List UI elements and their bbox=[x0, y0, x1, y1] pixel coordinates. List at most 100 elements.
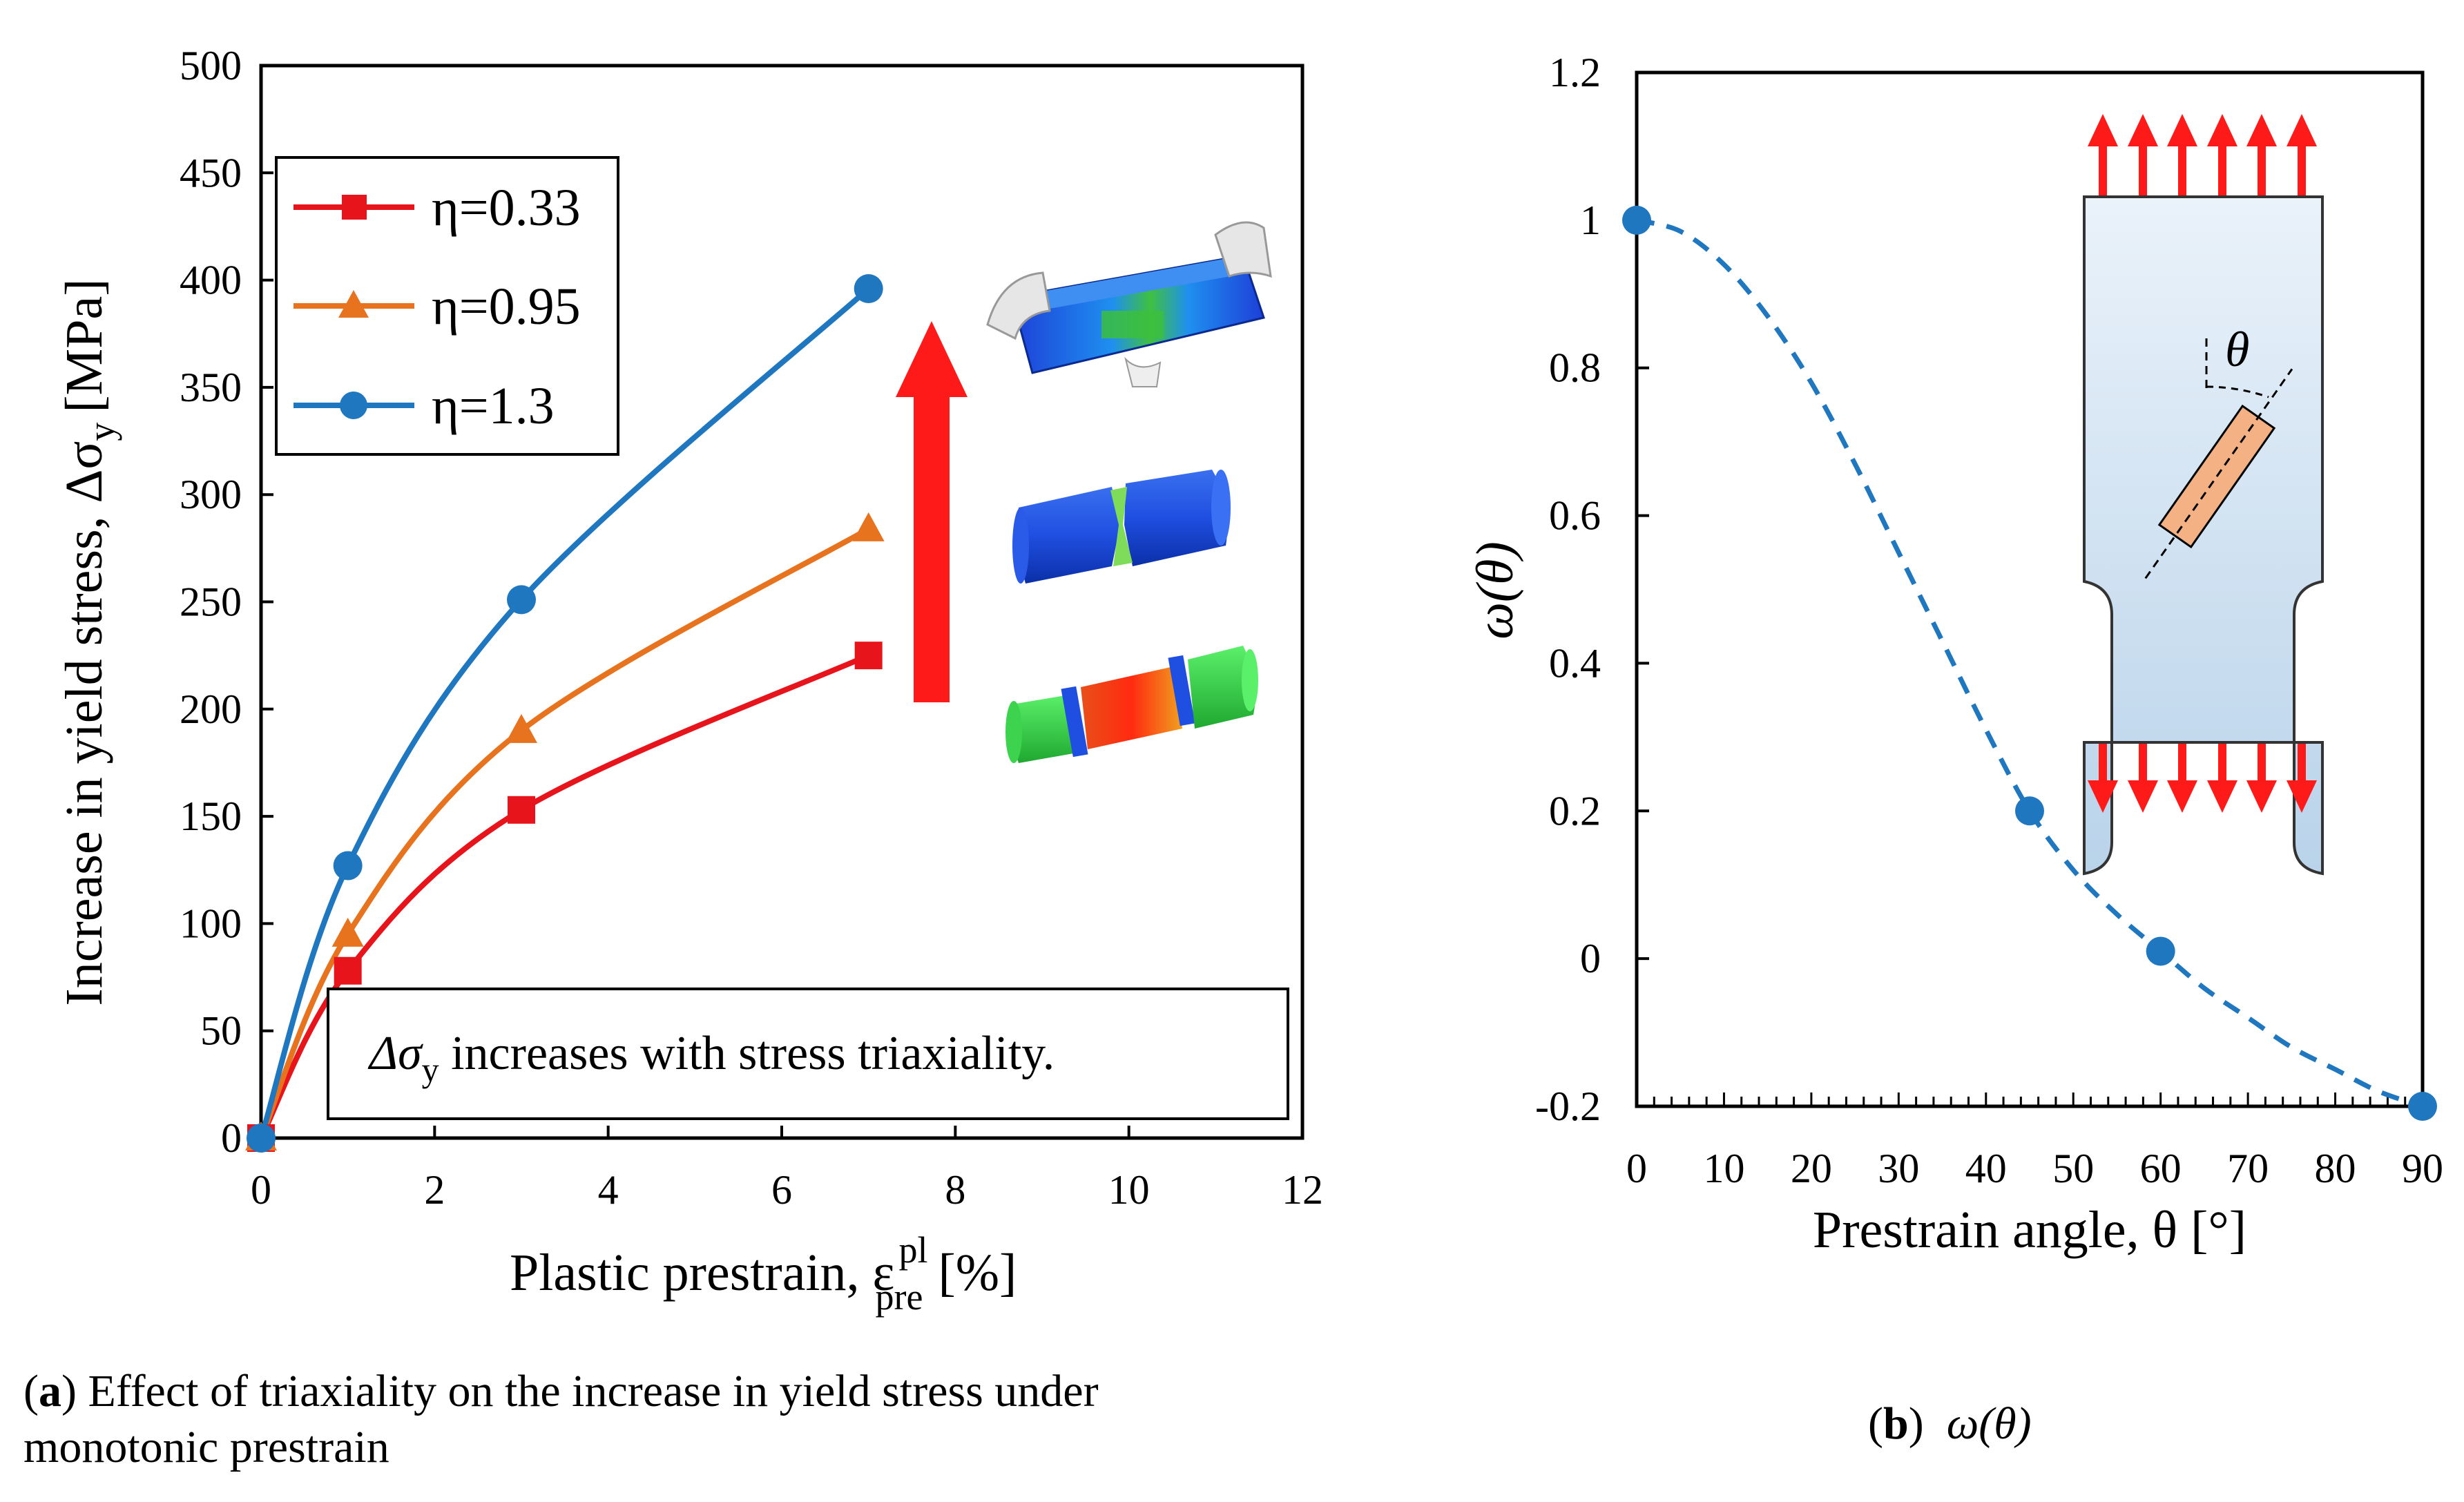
a-ytick-label-7: 350 bbox=[180, 365, 242, 410]
chart-b: -0.2 0 0.2 0.4 0.6 0.8 1 1.2 0 10 20 30 40 50 60 70 80 90… bbox=[1466, 50, 2443, 1259]
a-xtick-label-1: 2 bbox=[424, 1167, 445, 1213]
b-ytick-label-5: 0.8 bbox=[1549, 345, 1601, 391]
b-ytick-label-0: -0.2 bbox=[1535, 1084, 1601, 1129]
annotation-sub: y bbox=[422, 1050, 439, 1089]
b-xtick-label-0: 0 bbox=[1626, 1146, 1647, 1191]
b-xtick-label-8: 80 bbox=[2315, 1146, 2356, 1191]
chart-a-annotation: Δσy increases with stress triaxiality. bbox=[327, 988, 1289, 1120]
bottom-arrowhead-4 bbox=[2246, 780, 2277, 813]
chart-a-markers bbox=[245, 274, 885, 1153]
increase-arrow bbox=[896, 321, 968, 702]
a-ytick-label-8: 400 bbox=[180, 258, 242, 303]
annotation-box bbox=[327, 988, 1289, 1120]
caption-a-text: ) Effect of triaxiality on the increase … bbox=[61, 1366, 1099, 1416]
a-series-0-point-3 bbox=[854, 642, 883, 670]
tensile-specimen-inset: θ bbox=[2083, 195, 2324, 876]
top-arrowhead-1 bbox=[2128, 114, 2158, 146]
a-series-line-0 bbox=[258, 653, 870, 1139]
chart-a-xlabel-sup: pl bbox=[898, 1229, 927, 1271]
caption-b: (b) ω(θ) bbox=[1868, 1398, 2032, 1449]
tension-arrows-top bbox=[2088, 114, 2317, 195]
tension-arrows-bottom bbox=[2088, 744, 2317, 813]
caption-a-label: a bbox=[38, 1366, 61, 1416]
notched-plate-specimen-image bbox=[986, 221, 1272, 387]
chart-a-ylabel-sub: y bbox=[81, 423, 122, 441]
chart-a-legend: η=0.33 η=0.95 η=1.3 bbox=[275, 156, 619, 456]
a-series-2-point-0 bbox=[247, 1124, 276, 1153]
a-ytick-label-5: 250 bbox=[180, 579, 242, 625]
a-series-line-2 bbox=[258, 287, 871, 1139]
a-ytick-label-4: 200 bbox=[180, 686, 242, 732]
b-ytick-label-4: 0.6 bbox=[1549, 493, 1601, 539]
inset-theta-label: θ bbox=[2225, 322, 2249, 377]
b-ytick-label-3: 0.4 bbox=[1549, 640, 1601, 686]
b-ytick-label-6: 1 bbox=[1580, 198, 1601, 243]
chart-b-ylabel: ω(θ) bbox=[1466, 541, 1524, 639]
legend-marker-2 bbox=[340, 392, 367, 419]
a-series-0-point-2 bbox=[508, 796, 535, 824]
top-arrowhead-3 bbox=[2207, 114, 2237, 146]
chart-a-ticks: 0 50 100 150 200 250 300 350 400 450 500 0 2 4 6 8 10 12 bbox=[180, 43, 1323, 1213]
caption-b-label: b bbox=[1883, 1398, 1909, 1449]
chart-b-points bbox=[1622, 205, 2437, 1121]
bottom-arrowhead-1 bbox=[2128, 780, 2158, 813]
a-series-1-point-3 bbox=[852, 512, 885, 541]
legend-label-1: η=0.95 bbox=[432, 278, 581, 336]
a-ytick-label-10: 500 bbox=[180, 43, 242, 88]
a-ytick-label-1: 50 bbox=[200, 1008, 242, 1054]
a-series-line-1 bbox=[258, 526, 870, 1139]
a-series-2-point-3 bbox=[854, 274, 883, 304]
a-xtick-label-2: 4 bbox=[598, 1167, 619, 1213]
chart-a-xlabel-unit: [%] bbox=[938, 1244, 1017, 1302]
chart-a-ylabel-unit: [MPa] bbox=[55, 278, 113, 412]
chart-a-xlabel-main: Plastic prestrain, ε bbox=[510, 1244, 894, 1302]
top-arrowhead-2 bbox=[2167, 114, 2197, 146]
a-series-2-point-1 bbox=[333, 851, 363, 880]
chart-b-xlabel: Prestrain angle, θ [°] bbox=[1813, 1201, 2246, 1259]
a-series-1-point-2 bbox=[506, 713, 537, 743]
bottom-arrowhead-5 bbox=[2287, 780, 2317, 813]
caption-a-text2: monotonic prestrain bbox=[23, 1421, 389, 1472]
annotation-text: Δσy increases with stress triaxiality. bbox=[367, 1027, 1055, 1089]
b-xtick-label-7: 70 bbox=[2227, 1146, 2269, 1191]
notched-cylinder-specimen-image bbox=[1012, 470, 1231, 584]
a-xtick-label-5: 10 bbox=[1108, 1167, 1150, 1213]
a-ytick-label-6: 300 bbox=[180, 472, 242, 517]
chart-a-ylabel-main: Increase in yield stress, Δσ bbox=[55, 441, 113, 1006]
b-point-3 bbox=[2408, 1092, 2437, 1121]
chart-b-ticks: -0.2 0 0.2 0.4 0.6 0.8 1 1.2 0 10 20 30 40 50 60 70 80 90 bbox=[1535, 50, 2443, 1191]
b-xtick-label-3: 30 bbox=[1878, 1146, 1919, 1191]
legend-marker-0 bbox=[342, 195, 367, 220]
a-xtick-label-4: 8 bbox=[945, 1167, 965, 1213]
legend-marker-1 bbox=[338, 290, 369, 318]
caption-b-text: ω(θ) bbox=[1946, 1398, 2032, 1449]
b-xtick-label-6: 60 bbox=[2140, 1146, 2182, 1191]
annotation-main: increases with stress triaxiality. bbox=[439, 1027, 1055, 1080]
b-xtick-label-9: 90 bbox=[2402, 1146, 2443, 1191]
bottom-arrowhead-0 bbox=[2088, 780, 2118, 813]
top-arrowhead-4 bbox=[2246, 114, 2277, 146]
b-xtick-label-2: 20 bbox=[1791, 1146, 1832, 1191]
b-point-1 bbox=[2015, 796, 2044, 826]
a-xtick-label-6: 12 bbox=[1282, 1167, 1323, 1213]
a-ytick-label-0: 0 bbox=[221, 1115, 242, 1161]
chart-a-lines bbox=[258, 287, 871, 1139]
a-ytick-label-3: 150 bbox=[180, 793, 242, 839]
b-ytick-label-7: 1.2 bbox=[1549, 50, 1601, 95]
chart-a-ylabel: Increase in yield stress, Δσy [MPa] bbox=[55, 278, 122, 1005]
b-point-2 bbox=[2146, 936, 2175, 966]
top-arrowhead-5 bbox=[2287, 114, 2317, 146]
legend-label-0: η=0.33 bbox=[432, 179, 581, 237]
b-xtick-label-1: 10 bbox=[1703, 1146, 1744, 1191]
a-series-1-point-1 bbox=[331, 917, 364, 947]
b-ytick-label-2: 0.2 bbox=[1549, 788, 1601, 834]
a-xtick-label-0: 0 bbox=[251, 1167, 271, 1213]
top-arrowhead-0 bbox=[2088, 114, 2118, 146]
legend-label-2: η=1.3 bbox=[432, 377, 555, 435]
chart-a-xlabel: Plastic prestrain, ε pl pre [%] bbox=[510, 1229, 1017, 1318]
grooved-cylinder-specimen-image bbox=[1005, 646, 1258, 763]
b-point-0 bbox=[1622, 205, 1651, 235]
fit-curve-dashed bbox=[1636, 218, 2424, 1109]
